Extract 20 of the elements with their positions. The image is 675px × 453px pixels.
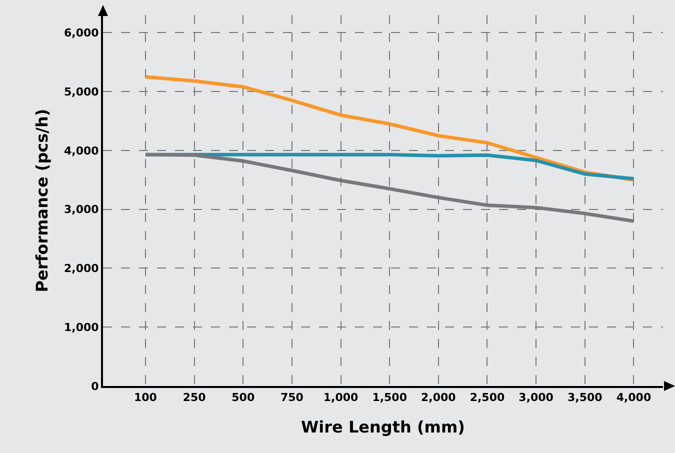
y-tick-label: 3,000 [64, 203, 100, 216]
x-tick-label: 3,500 [567, 391, 603, 404]
x-tick-label: 250 [182, 391, 206, 404]
y-tick-label: 0 [91, 380, 100, 393]
x-tick-label: 2,000 [421, 391, 456, 404]
y-tick-label: 6,000 [64, 26, 100, 40]
y-tick-label: 5,000 [64, 85, 100, 98]
y-tick-label: 2,000 [64, 262, 100, 276]
x-tick-label: 4,000 [616, 391, 652, 404]
x-tick-label: 100 [134, 391, 158, 404]
x-axis-title: Wire Length (mm) [301, 417, 465, 436]
y-axis-title: Performance (pcs/h) [32, 108, 52, 292]
y-tick-label: 1,000 [64, 320, 100, 334]
x-tick-label: 750 [280, 391, 304, 404]
x-tick-label: 500 [232, 391, 255, 404]
y-tick-label: 4,000 [64, 144, 100, 158]
x-tick-label: 2,500 [470, 391, 505, 404]
x-tick-label: 1,000 [323, 391, 359, 404]
x-tick-label: 3,000 [518, 391, 554, 404]
x-tick-label: 1,500 [372, 391, 408, 404]
